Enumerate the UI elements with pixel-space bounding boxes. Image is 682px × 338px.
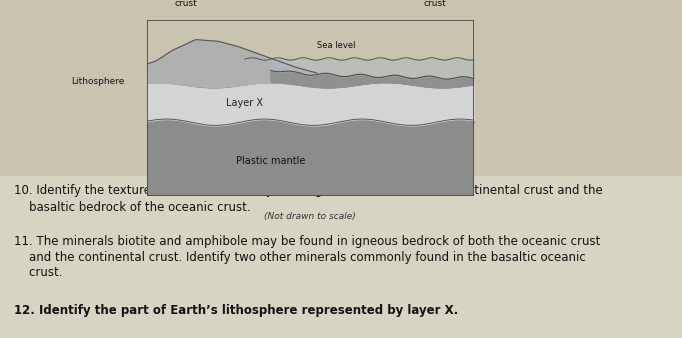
Text: (Not drawn to scale): (Not drawn to scale) xyxy=(265,212,356,221)
Bar xyxy=(147,122,474,196)
Text: 12. Identify the part of Earth’s lithosphere represented by layer X.: 12. Identify the part of Earth’s lithosp… xyxy=(14,304,458,317)
Text: basaltic bedrock of the oceanic crust.: basaltic bedrock of the oceanic crust. xyxy=(14,201,250,214)
Text: and the continental crust. Identify two other minerals commonly found in the bas: and the continental crust. Identify two … xyxy=(14,251,585,264)
Bar xyxy=(0,176,682,338)
Text: Oceanic
crust: Oceanic crust xyxy=(417,0,453,8)
Text: Plastic mantle: Plastic mantle xyxy=(237,156,306,166)
Text: Sea level: Sea level xyxy=(317,41,356,50)
Text: crust.: crust. xyxy=(14,266,62,279)
Text: Lithosphere: Lithosphere xyxy=(71,77,124,86)
Polygon shape xyxy=(147,20,317,88)
Text: Continental
crust: Continental crust xyxy=(160,0,212,8)
Text: 10. Identify the texture and relative density of the granitic bedrock of the con: 10. Identify the texture and relative de… xyxy=(14,184,602,197)
Polygon shape xyxy=(271,71,474,88)
Text: Layer X: Layer X xyxy=(226,98,263,108)
Text: 11. The minerals biotite and amphibole may be found in igneous bedrock of both t: 11. The minerals biotite and amphibole m… xyxy=(14,235,600,248)
